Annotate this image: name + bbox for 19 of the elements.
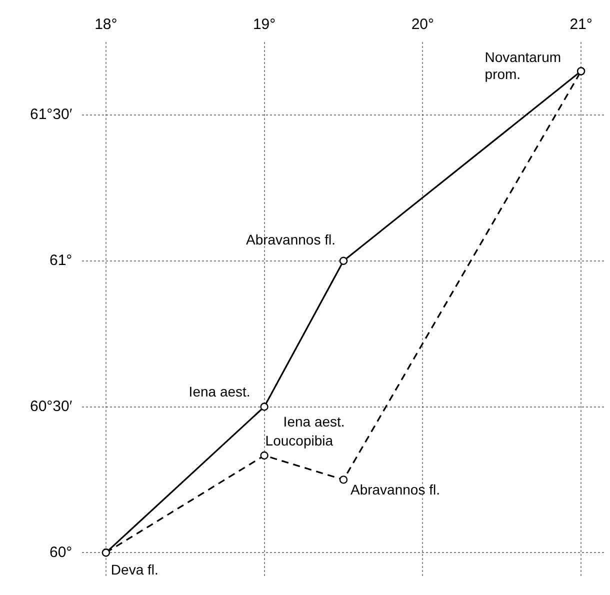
annotation: Abravannos fl. bbox=[246, 232, 336, 248]
annotation: Abravannos fl. bbox=[350, 482, 440, 498]
annotation: Loucopibia bbox=[265, 432, 334, 448]
x-tick-label: 18° bbox=[94, 16, 118, 34]
point bbox=[260, 451, 268, 460]
x-tick-label: 20° bbox=[411, 16, 434, 34]
y-tick-label: 61° bbox=[49, 252, 72, 269]
x-tick-label: 19° bbox=[252, 16, 276, 34]
point bbox=[339, 256, 348, 265]
y-tick-label: 60°30′ bbox=[30, 398, 72, 415]
y-tick-label: 60° bbox=[49, 544, 72, 561]
point bbox=[339, 476, 348, 484]
y-tick-label: 61°30′ bbox=[30, 106, 72, 124]
annotation: Iena aest. bbox=[188, 384, 250, 400]
annotation: Deva fl. bbox=[110, 562, 158, 578]
x-tick-label: 21° bbox=[570, 16, 592, 34]
annotation: Iena aest. bbox=[283, 413, 345, 430]
point bbox=[260, 402, 268, 411]
annotation: Novantarum prom. bbox=[484, 49, 562, 82]
